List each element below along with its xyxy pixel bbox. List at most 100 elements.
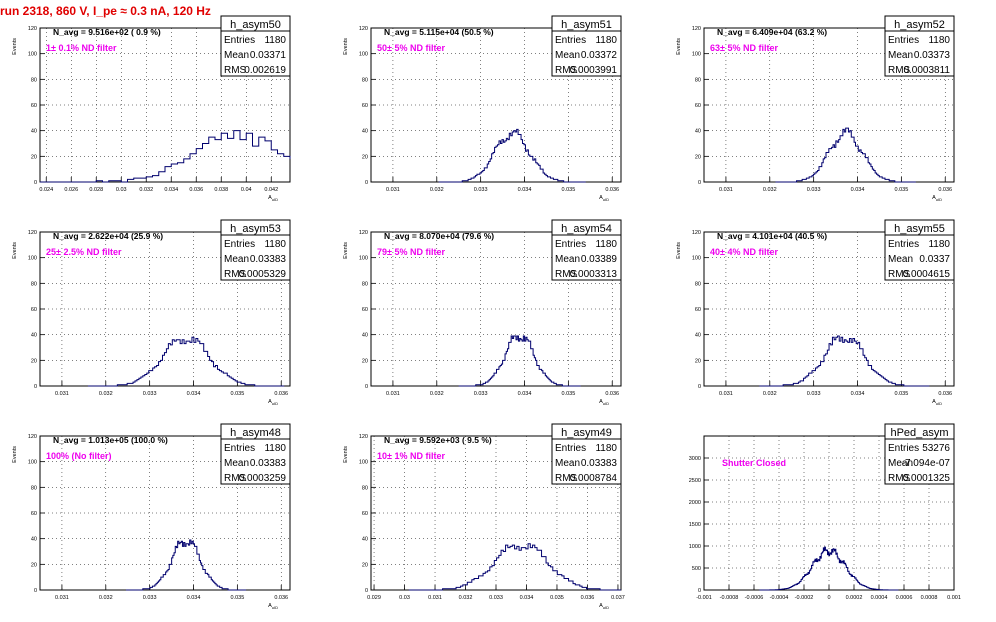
x-tick-label: -0.0006 [745,595,764,601]
x-tick-label: 0.031 [386,391,400,397]
y-tick-label: 100 [28,52,37,58]
x-tick-label: 0.032 [763,391,777,397]
histogram-panel-h_asym50: 0.024 0.026 0.028 0.03 0.032 0.034 0.036 0.038 0… [12,15,291,202]
x-tick-label: 0.028 [89,187,103,193]
y-tick-label: 20 [695,358,701,364]
y-tick-label: 40 [362,537,368,543]
x-tick-label: 0.031 [55,391,69,397]
stats-value: 1180 [264,443,286,454]
x-tick-label: 0.034 [187,391,201,397]
stats-label: Mean [888,50,913,61]
stats-value: 0.0004615 [903,269,951,280]
x-tick-label: 0.036 [274,391,288,397]
n-avg-label: N_avg = 9.516e+02 ( 0.9 %) [53,27,161,37]
stats-label: Mean [888,458,913,469]
x-tick-label: 0.032 [139,187,153,193]
histogram-series [126,539,247,591]
x-tick-label: 0.035 [894,187,908,193]
histogram-series [775,127,916,183]
stats-box-title: h_asym49 [561,427,612,439]
histogram-series [759,546,899,591]
histogram-panel-h_asym55: 0.031 0.032 0.033 0.034 0.035 0.036 0 20 40 60 80 1… [676,219,955,406]
y-tick-label: 20 [362,562,368,568]
histogram-panel-h_asym49: 0.029 0.03 0.031 0.032 0.033 0.034 0.035 0.036 0… [343,423,625,610]
x-tick-label: 0.0002 [846,595,863,601]
y-tick-label: 80 [31,77,37,83]
stats-label: RMS [555,65,578,76]
histogram-series [408,543,621,591]
x-tick-label: 0.034 [851,391,865,397]
y-tick-label: 1500 [689,522,701,528]
y-tick-label: 0 [34,588,37,594]
stats-box [551,423,622,485]
y-tick-label: 100 [28,256,37,262]
y-tick-label: 120 [359,26,368,32]
stats-label: Mean [555,458,580,469]
y-tick-label: 0 [698,588,701,594]
stats-box [884,15,955,77]
x-tick-label: 0.035 [561,391,575,397]
y-tick-label: 20 [695,154,701,160]
x-tick-label: 0.033 [474,187,488,193]
y-axis-label: Events [343,446,349,463]
stats-value: 1180 [595,443,617,454]
y-tick-label: 40 [695,129,701,135]
y-tick-label: 120 [28,26,37,32]
y-tick-label: 40 [362,129,368,135]
x-tick-label: 0.029 [367,595,381,601]
histogram-series [87,336,285,387]
x-axis-label: AuID [932,195,942,202]
x-tick-label: 0.0008 [921,595,938,601]
run-title: run 2318, 860 V, I_pe ≈ 0.3 nA, 120 Hz [0,4,211,18]
y-axis-label: Events [343,242,349,259]
stats-value: 0.0001325 [903,473,951,484]
x-tick-label: 0.035 [894,391,908,397]
x-axis-label: AuID [599,399,609,406]
stats-label: RMS [555,269,578,280]
stats-value: 1180 [928,35,950,46]
stats-value: 0.0003811 [903,65,950,76]
histogram-series [759,335,930,387]
stats-box [551,219,622,281]
y-axis-label: Events [12,242,18,259]
y-tick-label: 80 [31,485,37,491]
x-tick-label: 0.032 [763,187,777,193]
y-tick-label: 20 [31,358,37,364]
y-tick-label: 0 [34,384,37,390]
x-tick-label: 0.034 [518,187,532,193]
x-tick-label: -0.001 [696,595,712,601]
y-tick-label: 100 [359,256,368,262]
stats-label: RMS [224,65,247,76]
y-tick-label: 40 [31,129,37,135]
y-tick-label: 0 [698,384,701,390]
stats-label: Mean [888,254,913,265]
x-tick-label: 0.036 [274,595,288,601]
stats-box-title: h_asym55 [894,223,945,235]
x-tick-label: 0.032 [459,595,473,601]
stats-value: 0.03389 [581,254,618,265]
histogram-series [458,335,581,387]
stats-value: 0.002619 [244,65,286,76]
x-tick-label: 0.035 [561,187,575,193]
x-tick-label: 0.033 [807,187,821,193]
n-avg-label: N_avg = 6.409e+04 (63.2 %) [717,27,827,37]
x-tick-label: 0.042 [264,187,278,193]
filter-note: 100% (No filter) [46,451,112,461]
x-tick-label: 0 [827,595,830,601]
n-avg-label: N_avg = 2.622e+04 (25.9 %) [53,231,163,241]
x-tick-label: 0.036 [605,391,619,397]
y-axis-label: Events [12,446,18,463]
n-avg-label: N_avg = 1.013e+05 (100.0 %) [53,435,168,445]
filter-note: Shutter Closed [722,458,786,468]
x-tick-label: 0.032 [430,391,444,397]
y-tick-label: 40 [362,333,368,339]
y-tick-label: 20 [362,358,368,364]
histogram-panel-h_asym54: 0.031 0.032 0.033 0.034 0.035 0.036 0 20 40 60 80 1… [343,219,622,406]
x-tick-label: 0.031 [719,187,733,193]
stats-value: 0.03371 [250,50,287,61]
x-axis-label: AuID [599,195,609,202]
filter-note: 63± 5% ND filter [710,43,778,53]
stats-value: 0.0337 [919,254,950,265]
stats-box-title: h_asym48 [230,427,281,439]
x-tick-label: 0.0006 [896,595,913,601]
